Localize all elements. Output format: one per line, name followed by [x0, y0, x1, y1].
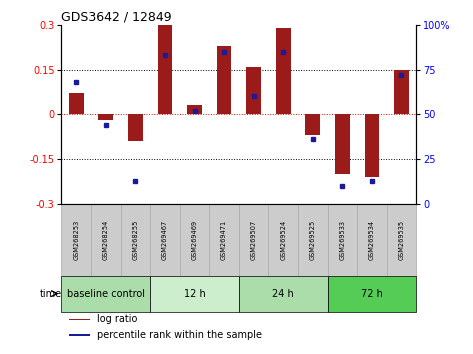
Text: GSM269524: GSM269524: [280, 220, 286, 260]
Bar: [217, 46, 231, 114]
Bar: [158, 25, 172, 114]
Bar: [69, 335, 90, 336]
Bar: [69, 319, 90, 320]
Bar: [209, 204, 239, 276]
Text: 72 h: 72 h: [361, 289, 383, 298]
Text: GSM269471: GSM269471: [221, 220, 227, 260]
Bar: [150, 276, 239, 312]
Text: percentile rank within the sample: percentile rank within the sample: [97, 330, 262, 341]
Text: GSM268255: GSM268255: [132, 219, 139, 260]
Text: GSM269533: GSM269533: [339, 220, 345, 260]
Bar: [128, 114, 143, 141]
Text: time: time: [39, 289, 61, 298]
Text: GSM269507: GSM269507: [251, 220, 257, 260]
Text: log ratio: log ratio: [97, 314, 137, 325]
Bar: [387, 204, 416, 276]
Text: 12 h: 12 h: [184, 289, 205, 298]
Text: GSM268254: GSM268254: [103, 219, 109, 260]
Bar: [98, 114, 113, 120]
Bar: [394, 70, 409, 114]
Bar: [268, 204, 298, 276]
Bar: [357, 204, 387, 276]
Bar: [61, 276, 150, 312]
Text: GSM269534: GSM269534: [369, 220, 375, 260]
Bar: [69, 93, 84, 114]
Bar: [327, 204, 357, 276]
Bar: [180, 204, 209, 276]
Bar: [239, 276, 327, 312]
Bar: [239, 204, 269, 276]
Bar: [121, 204, 150, 276]
Bar: [365, 114, 379, 177]
Text: GSM269525: GSM269525: [310, 220, 316, 260]
Bar: [91, 204, 121, 276]
Bar: [61, 204, 91, 276]
Bar: [327, 276, 416, 312]
Text: GSM269469: GSM269469: [192, 220, 198, 260]
Bar: [298, 204, 327, 276]
Text: 24 h: 24 h: [272, 289, 294, 298]
Bar: [276, 28, 290, 114]
Text: GSM268253: GSM268253: [73, 220, 79, 260]
Text: GSM269467: GSM269467: [162, 220, 168, 260]
Bar: [246, 67, 261, 114]
Text: baseline control: baseline control: [67, 289, 145, 298]
Text: GDS3642 / 12849: GDS3642 / 12849: [61, 11, 172, 24]
Bar: [187, 105, 202, 114]
Bar: [306, 114, 320, 135]
Bar: [150, 204, 180, 276]
Bar: [335, 114, 350, 174]
Text: GSM269535: GSM269535: [398, 220, 404, 260]
